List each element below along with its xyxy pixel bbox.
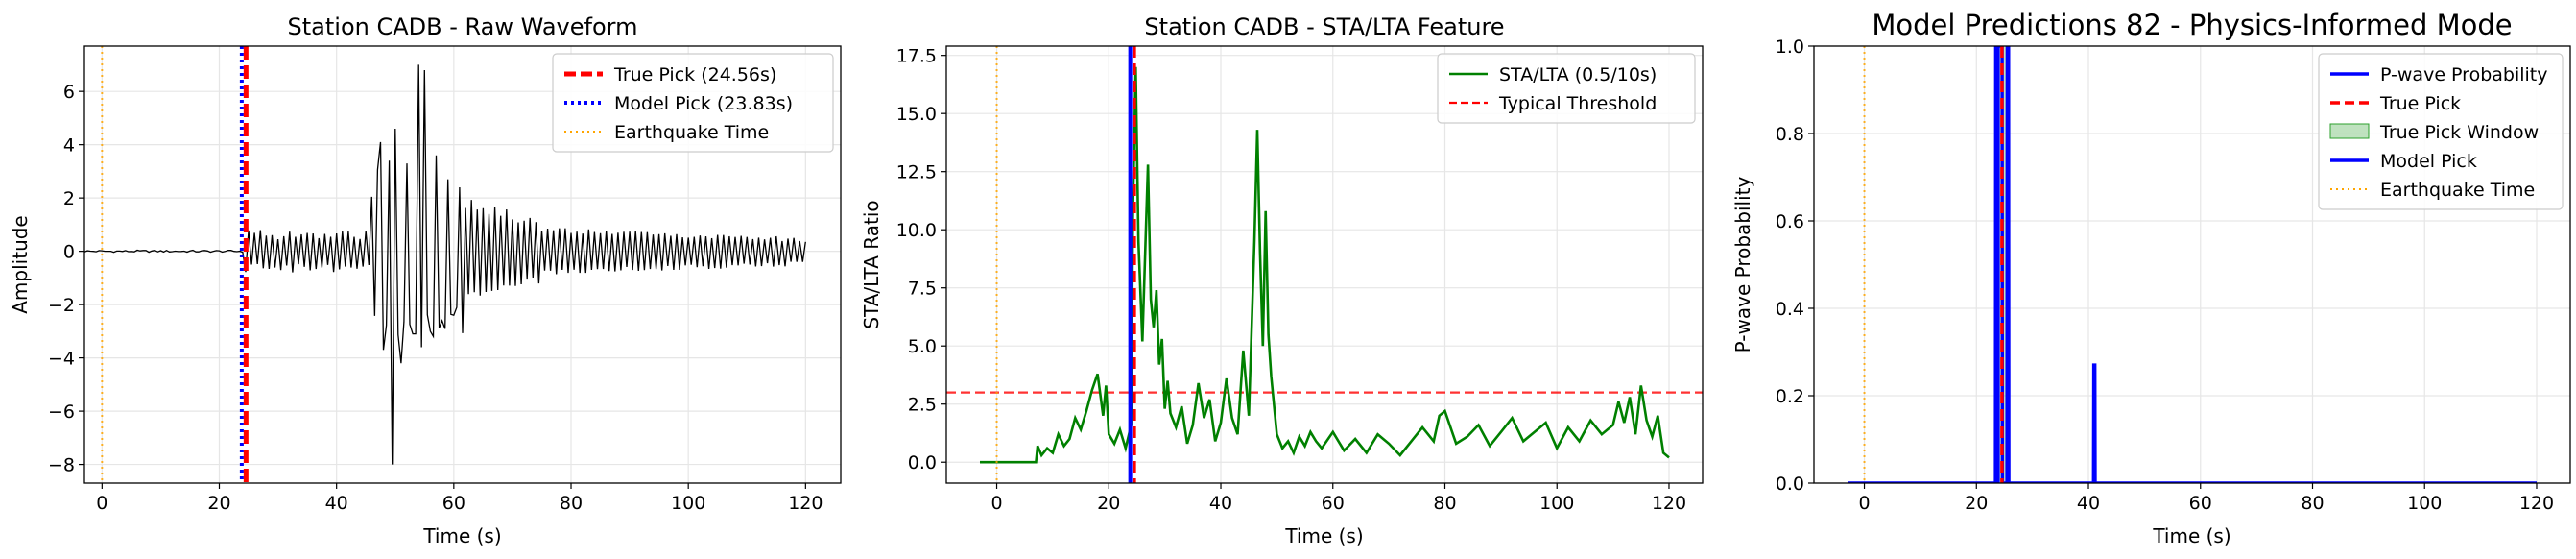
x-tick-label: 40 bbox=[325, 493, 348, 514]
legend-swatch bbox=[2329, 123, 2370, 139]
x-tick-label: 80 bbox=[2301, 493, 2324, 514]
y-tick-label: 2 bbox=[63, 188, 75, 209]
y-tick-label: 7.5 bbox=[908, 279, 937, 300]
legend-box bbox=[2318, 53, 2564, 210]
y-tick-label: 0.4 bbox=[1776, 299, 1804, 320]
y-tick-label: 0.2 bbox=[1776, 386, 1804, 407]
x-tick-label: 40 bbox=[2077, 493, 2100, 514]
y-axis-label: P-wave Probability bbox=[1731, 177, 1754, 353]
x-tick-label: 120 bbox=[1652, 493, 1686, 514]
x-tick-label: 0 bbox=[1858, 493, 1870, 514]
legend-box bbox=[1437, 53, 1696, 124]
y-tick-label: 2.5 bbox=[908, 395, 937, 416]
x-tick-label: 0 bbox=[990, 493, 1002, 514]
x-tick-label: 120 bbox=[788, 493, 823, 514]
x-tick-label: 60 bbox=[1322, 493, 1345, 514]
y-tick-label: 0.0 bbox=[1776, 474, 1804, 495]
axes-frame bbox=[83, 45, 842, 484]
waveform-line bbox=[84, 64, 806, 465]
y-tick-label: −8 bbox=[48, 455, 75, 476]
x-tick-label: 100 bbox=[2407, 493, 2442, 514]
x-tick-label: 40 bbox=[1209, 493, 1232, 514]
y-tick-label: 4 bbox=[63, 135, 75, 157]
raw-waveform-panel: 0 20 40 60 80 100 120 −8 −6 −4 −2 0 2 4 6 Station CADB … bbox=[9, 13, 842, 547]
x-axis-label: Time (s) bbox=[1284, 524, 1363, 547]
x-tick-label: 0 bbox=[96, 493, 107, 514]
x-tick-label: 120 bbox=[2519, 493, 2554, 514]
y-tick-label: 1.0 bbox=[1776, 36, 1804, 58]
legend-label: Typical Threshold bbox=[1498, 93, 1657, 114]
y-tick-label: 10.0 bbox=[896, 220, 937, 241]
legend-label: Earthquake Time bbox=[614, 122, 769, 143]
chart-title: Model Predictions 82 - Physics-Informed … bbox=[1872, 9, 2512, 41]
x-tick-label: 20 bbox=[1965, 493, 1988, 514]
y-tick-label: 0 bbox=[63, 242, 75, 263]
y-tick-label: 0.0 bbox=[908, 452, 937, 474]
x-tick-label: 80 bbox=[560, 493, 583, 514]
y-tick-label: 0.6 bbox=[1776, 211, 1804, 232]
x-tick-label: 100 bbox=[671, 493, 705, 514]
legend-label: P-wave Probability bbox=[2380, 64, 2548, 85]
x-tick-label: 20 bbox=[1097, 493, 1120, 514]
y-tick-label: −4 bbox=[48, 349, 75, 370]
chart-title: Station CADB - Raw Waveform bbox=[288, 13, 638, 40]
y-tick-label: 5.0 bbox=[908, 336, 937, 357]
legend-label: True Pick bbox=[2379, 93, 2461, 114]
y-tick-label: 0.8 bbox=[1776, 124, 1804, 145]
y-tick-label: −2 bbox=[48, 295, 75, 316]
chart-title: Station CADB - STA/LTA Feature bbox=[1144, 13, 1504, 40]
x-tick-label: 60 bbox=[442, 493, 465, 514]
probability-line bbox=[1848, 46, 2537, 483]
plot-area bbox=[1848, 46, 2537, 483]
y-tick-label: 6 bbox=[63, 82, 75, 103]
legend-label: Model Pick (23.83s) bbox=[614, 93, 793, 114]
legend-box bbox=[552, 53, 834, 153]
stalta-line bbox=[980, 66, 1670, 464]
legend-label: Earthquake Time bbox=[2380, 180, 2535, 201]
model-predictions-panel: 0 20 40 60 80 100 120 0.0 0.2 0.4 0.6 0.8 1.0 Model P… bbox=[1731, 9, 2571, 547]
x-axis-label: Time (s) bbox=[2152, 524, 2230, 547]
y-axis-label: STA/LTA Ratio bbox=[860, 200, 883, 328]
y-tick-label: 17.5 bbox=[896, 46, 937, 67]
legend-label: True Pick Window bbox=[2379, 122, 2539, 143]
axes-frame bbox=[1813, 45, 2571, 484]
x-tick-label: 20 bbox=[207, 493, 230, 514]
x-tick-label: 80 bbox=[1433, 493, 1456, 514]
y-tick-label: 12.5 bbox=[896, 162, 937, 183]
stalta-panel: 0 20 40 60 80 100 120 0.0 2.5 5.0 7.5 10.0 12.5 15.0 1… bbox=[860, 13, 1704, 547]
x-tick-label: 100 bbox=[1539, 493, 1574, 514]
plot-area bbox=[946, 46, 1703, 483]
y-tick-label: −6 bbox=[48, 401, 75, 423]
y-tick-label: 15.0 bbox=[896, 104, 937, 125]
y-axis-label: Amplitude bbox=[9, 215, 32, 314]
plot-area bbox=[84, 46, 806, 483]
axes-frame bbox=[945, 45, 1704, 484]
legend-label: True Pick (24.56s) bbox=[613, 64, 776, 85]
x-axis-label: Time (s) bbox=[422, 524, 501, 547]
x-tick-label: 60 bbox=[2189, 493, 2212, 514]
legend-label: STA/LTA (0.5/10s) bbox=[1499, 64, 1657, 85]
legend-label: Model Pick bbox=[2380, 151, 2477, 172]
